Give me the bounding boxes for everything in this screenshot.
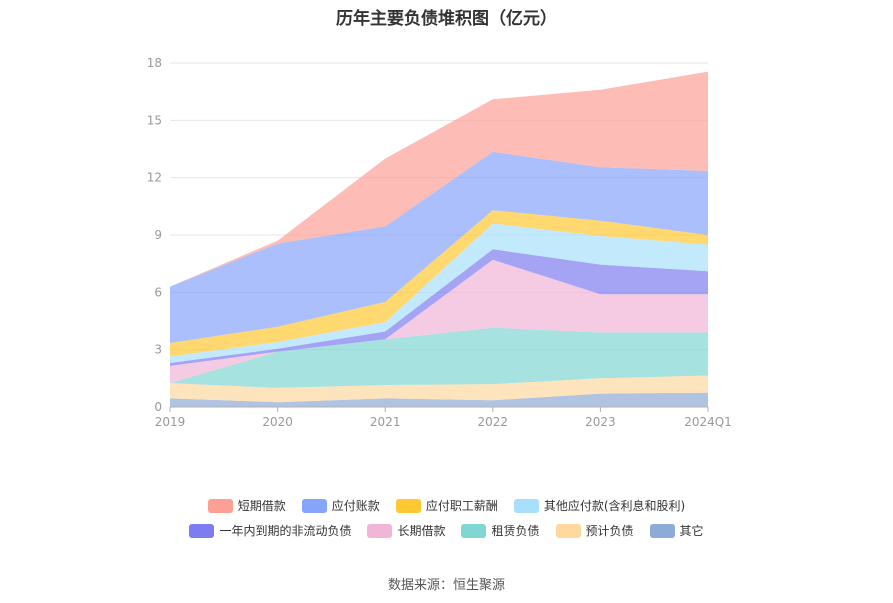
area-series-2 — [170, 327, 708, 388]
legend-label: 其他应付款(含利息和股利) — [543, 499, 686, 513]
legend-label: 短期借款 — [237, 499, 286, 513]
area-series-8 — [170, 71, 708, 287]
area-series-5 — [170, 223, 708, 363]
legend-swatch — [207, 498, 233, 513]
x-tick-label: 2022 — [478, 415, 509, 429]
y-tick-label: 6 — [154, 285, 162, 299]
area-layer — [170, 71, 708, 407]
legend-item[interactable]: 预计负债 — [555, 522, 634, 539]
legend-label: 长期借款 — [397, 524, 446, 538]
y-tick-label: 18 — [147, 56, 162, 70]
x-tick-label: 2024Q1 — [684, 415, 732, 429]
area-series-3 — [170, 259, 708, 384]
legend-item[interactable]: 应付账款 — [301, 497, 380, 514]
legend-swatch — [189, 523, 215, 538]
legend-swatch — [649, 523, 675, 538]
legend-swatch — [513, 498, 539, 513]
legend-swatch — [555, 523, 581, 538]
legend-item[interactable]: 租赁负债 — [461, 522, 540, 539]
legend-row-1: 短期借款 应付账款 应付职工薪酬 其他应付款(含利息和股利) — [0, 497, 893, 514]
legend-item[interactable]: 其它 — [649, 522, 704, 539]
chart-title: 历年主要负债堆积图（亿元） — [336, 9, 557, 29]
y-tick-label: 15 — [147, 113, 162, 127]
x-tick-label: 2019 — [155, 415, 186, 429]
y-tick-label: 3 — [154, 343, 162, 357]
y-tick-label: 12 — [147, 171, 162, 185]
legend-label: 租赁负债 — [491, 524, 540, 538]
legend-label: 一年内到期的非流动负债 — [219, 524, 352, 538]
legend-item[interactable]: 其他应付款(含利息和股利) — [513, 497, 686, 514]
x-tick-label: 2023 — [585, 415, 616, 429]
legend-row-2: 一年内到期的非流动负债 长期借款 租赁负债 预计负债 其它 — [0, 522, 893, 539]
source-note: 数据来源：恒生聚源 — [387, 578, 505, 593]
axis-layer: 0 3 6 9 12 15 18 2019 2020 2021 2022 2023 2024Q1 — [147, 56, 732, 429]
area-series-6 — [170, 210, 708, 357]
legend-label: 预计负债 — [585, 524, 634, 538]
legend-item[interactable]: 一年内到期的非流动负债 — [189, 522, 351, 539]
area-series-7 — [170, 151, 708, 343]
legend-swatch — [301, 498, 327, 513]
legend-swatch — [461, 523, 487, 538]
y-tick-label: 9 — [154, 228, 162, 242]
y-tick-label: 0 — [154, 400, 162, 414]
legend-swatch — [395, 498, 421, 513]
legend-label: 其它 — [679, 524, 704, 538]
area-series-4 — [170, 249, 708, 366]
legend-item[interactable]: 短期借款 — [207, 497, 286, 514]
legend-item[interactable]: 长期借款 — [367, 522, 445, 539]
area-series-0 — [170, 392, 708, 407]
area-series-1 — [170, 375, 708, 403]
legend-item[interactable]: 应付职工薪酬 — [395, 497, 498, 514]
legend-swatch — [367, 523, 393, 538]
x-tick-label: 2020 — [262, 415, 293, 429]
x-tick-label: 2021 — [370, 415, 401, 429]
legend-label: 应付职工薪酬 — [425, 499, 498, 513]
legend-label: 应付账款 — [331, 499, 380, 513]
